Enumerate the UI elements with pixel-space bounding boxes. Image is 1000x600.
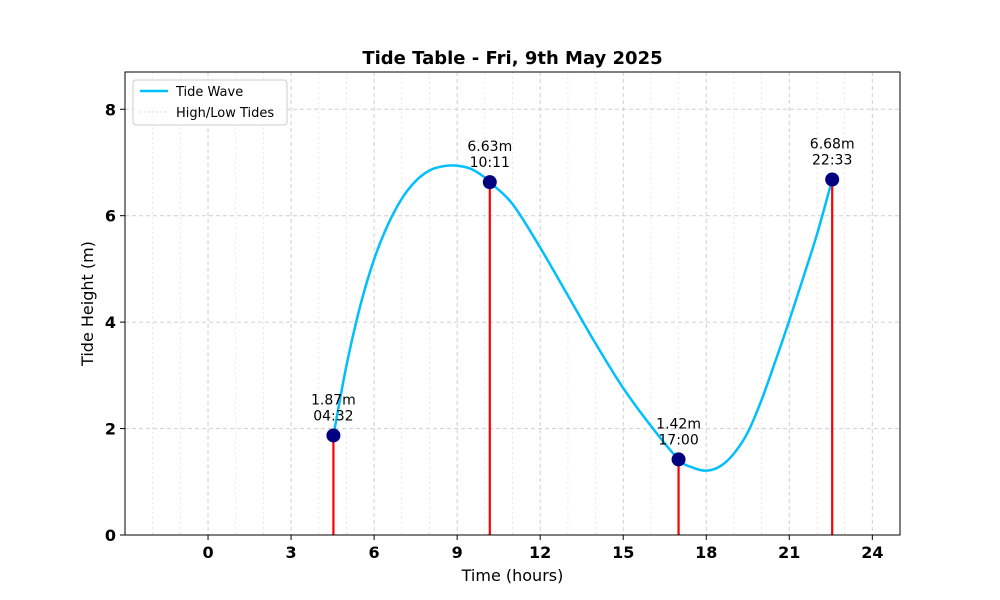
tide-time-label: 17:00 xyxy=(658,432,698,448)
tide-time-label: 10:11 xyxy=(470,155,510,171)
chart-title: Tide Table - Fri, 9th May 2025 xyxy=(362,48,662,69)
x-tick-label: 3 xyxy=(286,543,297,562)
x-tick-label: 21 xyxy=(778,543,800,562)
tide-height-label: 1.42m xyxy=(656,416,701,432)
series-layer xyxy=(332,164,834,472)
legend-label-tide-wave: Tide Wave xyxy=(175,85,243,100)
x-tick-label: 9 xyxy=(452,543,463,562)
plot-frame xyxy=(124,71,901,536)
y-axis-label: Tide Height (m) xyxy=(78,241,97,367)
y-tick-label: 4 xyxy=(105,313,116,332)
grid xyxy=(125,72,900,536)
tide-time-label: 22:33 xyxy=(812,153,852,169)
tide-wave-line xyxy=(332,164,834,472)
tide-height-label: 1.87m xyxy=(311,392,356,408)
legend-box xyxy=(132,79,288,126)
y-tick-label: 6 xyxy=(105,207,116,226)
tide-marker xyxy=(671,452,686,467)
tide-height-label: 6.68m xyxy=(810,137,855,153)
y-tick-label: 8 xyxy=(105,100,116,119)
tide-marker xyxy=(326,428,341,443)
x-tick-label: 0 xyxy=(202,543,213,562)
x-tick-label: 6 xyxy=(369,543,380,562)
x-tick-label: 24 xyxy=(861,543,883,562)
y-tick-label: 2 xyxy=(105,420,116,439)
x-tick-label: 15 xyxy=(612,543,634,562)
tide-marker xyxy=(482,175,497,190)
legend-label-high-low-tides: High/Low Tides xyxy=(176,106,274,121)
legend: Tide Wave High/Low Tides xyxy=(132,79,288,126)
x-tick-label: 12 xyxy=(529,543,551,562)
tide-height-label: 6.63m xyxy=(467,139,512,155)
x-axis-label: Time (hours) xyxy=(461,566,564,585)
tide-marker xyxy=(825,172,840,187)
x-tick-label: 18 xyxy=(695,543,717,562)
tide-time-label: 04:32 xyxy=(313,408,353,424)
y-tick-label: 0 xyxy=(105,526,116,545)
